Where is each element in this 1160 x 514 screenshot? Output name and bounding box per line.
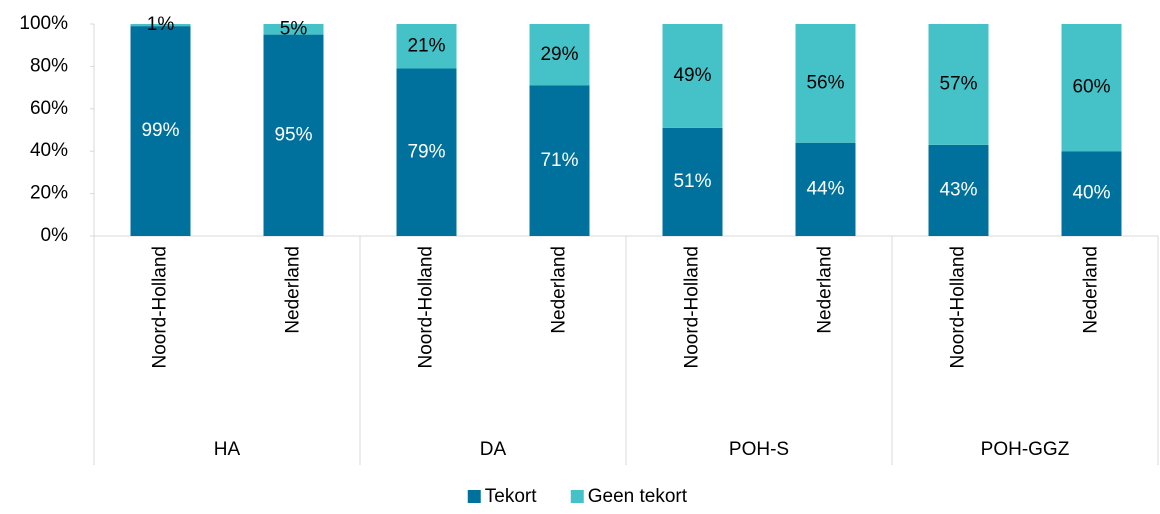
- group-label: POH-GGZ: [981, 439, 1070, 460]
- x-tick-label: Nederland: [1081, 246, 1102, 334]
- bar-segment: [263, 34, 324, 236]
- bar-segment: [928, 144, 989, 236]
- legend-label: Tekort: [485, 486, 537, 507]
- data-label: 29%: [540, 44, 578, 65]
- bar-segment: [662, 24, 723, 128]
- group-label: DA: [480, 439, 507, 460]
- bar-segment: [795, 24, 856, 143]
- x-tick-label: Nederland: [283, 246, 304, 334]
- x-tick-label: Nederland: [815, 246, 836, 334]
- data-label: 57%: [939, 73, 977, 94]
- data-label: 40%: [1072, 183, 1110, 204]
- data-label: 44%: [806, 178, 844, 199]
- bar-segment: [662, 127, 723, 236]
- bar-segment: [396, 68, 457, 237]
- x-tick-label: Noord-Holland: [150, 246, 171, 369]
- x-tick-label: Noord-Holland: [416, 246, 437, 369]
- data-label: 60%: [1072, 77, 1110, 98]
- data-label: 21%: [407, 35, 445, 56]
- y-tick-label: 40%: [30, 140, 68, 161]
- y-tick-label: 0%: [41, 225, 69, 246]
- data-label: 51%: [673, 171, 711, 192]
- data-label: 1%: [147, 14, 175, 35]
- bar-segment: [130, 24, 191, 27]
- y-tick-label: 60%: [30, 98, 68, 119]
- x-tick-label: Noord-Holland: [948, 246, 969, 369]
- bar-segment: [795, 142, 856, 236]
- y-tick-label: 80%: [30, 55, 68, 76]
- bar-segment: [928, 24, 989, 145]
- bar-segment: [529, 85, 590, 236]
- bar-segment: [1061, 24, 1122, 152]
- bar-segment: [130, 26, 191, 237]
- data-label: 49%: [673, 65, 711, 86]
- legend-label: Geen tekort: [588, 486, 688, 507]
- data-label: 56%: [806, 72, 844, 93]
- x-tick-label: Nederland: [549, 246, 570, 334]
- group-label: HA: [214, 439, 241, 460]
- group-label: POH-S: [729, 439, 789, 460]
- bar-segment: [1061, 151, 1122, 236]
- y-tick-label: 100%: [19, 13, 68, 34]
- data-label: 95%: [274, 124, 312, 145]
- legend-swatch: [570, 490, 584, 503]
- data-label: 99%: [141, 120, 179, 141]
- data-label: 43%: [939, 179, 977, 200]
- bar-segment: [529, 24, 590, 86]
- data-label: 5%: [280, 18, 308, 39]
- bar-segment: [263, 24, 324, 35]
- bar-segment: [396, 24, 457, 69]
- y-tick-label: 20%: [30, 183, 68, 204]
- data-label: 71%: [540, 150, 578, 171]
- x-tick-label: Noord-Holland: [682, 246, 703, 369]
- legend-swatch: [467, 490, 481, 503]
- data-label: 79%: [407, 141, 445, 162]
